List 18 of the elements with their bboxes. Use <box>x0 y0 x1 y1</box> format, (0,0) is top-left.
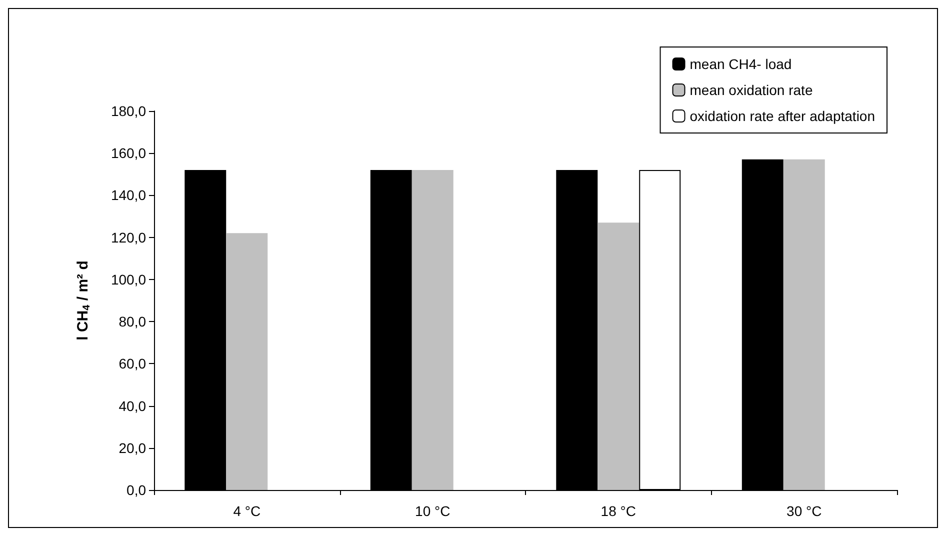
y-tick-label: 0,0 <box>126 482 146 498</box>
x-tick-label: 30 °C <box>786 503 822 519</box>
x-tick-label: 4 °C <box>233 503 261 519</box>
y-tick-label: 80,0 <box>118 314 146 330</box>
y-tick-label: 40,0 <box>118 398 146 414</box>
legend-label: mean oxidation rate <box>690 82 813 98</box>
legend-label: oxidation rate after adaptation <box>690 108 876 124</box>
y-tick-label: 100,0 <box>110 271 146 288</box>
y-tick-label: 180,0 <box>110 103 146 119</box>
x-tick-label: 18 °C <box>600 503 636 519</box>
legend-label: mean CH4- load <box>690 56 792 72</box>
y-axis-title: l CH4 / m² d <box>74 260 92 340</box>
y-tick-label: 160,0 <box>110 145 146 162</box>
y-tick-label: 20,0 <box>118 440 146 456</box>
y-tick-label: 60,0 <box>118 356 146 372</box>
x-tick-label: 10 °C <box>415 503 450 519</box>
y-tick-label: 120,0 <box>110 229 146 246</box>
y-tick-label: 140,0 <box>110 187 146 204</box>
